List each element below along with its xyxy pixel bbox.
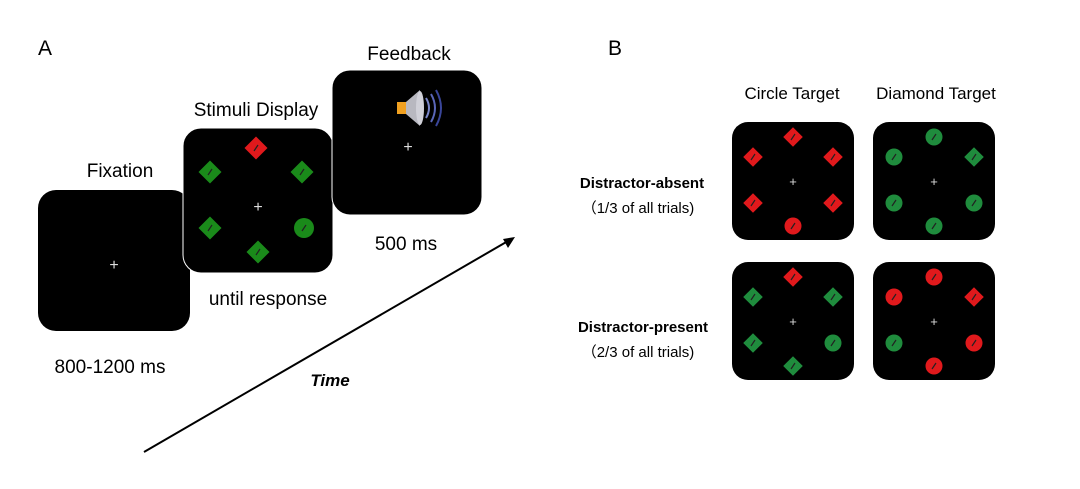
stimuli-duration: until response — [209, 289, 327, 310]
line-segment — [971, 199, 977, 207]
red-circle-stimulus — [965, 334, 983, 352]
row-label-distractor-present: Distractor-present — [578, 319, 708, 336]
line-segment — [301, 224, 307, 232]
green-diamond-stimulus — [783, 356, 803, 376]
red-circle-stimulus — [784, 217, 802, 235]
green-diamond-stimulus — [964, 147, 984, 167]
red-diamond-stimulus — [783, 267, 803, 287]
green-circle-stimulus — [925, 128, 943, 146]
panel-a-letter: A — [38, 37, 52, 60]
red-circle-stimulus — [925, 357, 943, 375]
line-segment — [750, 153, 756, 161]
fixation-cross: + — [930, 314, 938, 329]
time-label: Time — [310, 371, 349, 390]
line-segment — [790, 273, 796, 281]
line-segment — [931, 133, 937, 141]
line-segment — [750, 199, 756, 207]
line-segment — [830, 293, 836, 301]
line-segment — [207, 168, 213, 176]
fixation-cross: + — [789, 314, 797, 329]
feedback-title: Feedback — [367, 44, 451, 65]
red-diamond-stimulus — [743, 193, 763, 213]
line-segment — [971, 293, 977, 301]
red-circle-stimulus — [885, 288, 903, 306]
panel-b-letter: B — [608, 37, 622, 60]
green-diamond-stimulus — [743, 333, 763, 353]
line-segment — [207, 224, 213, 232]
row-label-distractor-absent: Distractor-absent — [580, 175, 704, 192]
green-diamond-stimulus — [290, 160, 314, 184]
panel-b-displays: + + + + — [732, 122, 995, 380]
row-sublabel-distractor-present: （2/3 of all trials) — [582, 344, 695, 361]
red-diamond-stimulus — [964, 287, 984, 307]
line-segment — [830, 339, 836, 347]
display-distractor-present-diamond-target: + — [873, 262, 995, 380]
line-segment — [750, 293, 756, 301]
green-circle-stimulus — [885, 194, 903, 212]
line-segment — [931, 362, 937, 370]
line-segment — [971, 153, 977, 161]
line-segment — [891, 293, 897, 301]
line-segment — [255, 248, 261, 256]
green-circle-stimulus — [885, 334, 903, 352]
line-segment — [931, 222, 937, 230]
display-distractor-absent-diamond-target: + — [873, 122, 995, 240]
fixation-screen — [38, 190, 190, 331]
fixation-cross: + — [789, 174, 797, 189]
red-diamond-stimulus — [743, 147, 763, 167]
column-header-circle-target: Circle Target — [744, 84, 839, 103]
line-segment — [790, 133, 796, 141]
red-diamond-stimulus — [244, 136, 268, 160]
green-diamond-stimulus — [198, 216, 222, 240]
green-diamond-stimulus — [198, 160, 222, 184]
line-segment — [750, 339, 756, 347]
line-segment — [790, 362, 796, 370]
line-segment — [299, 168, 305, 176]
green-circle-stimulus — [294, 218, 314, 238]
fixation-cross: + — [109, 257, 118, 274]
fixation-duration: 800-1200 ms — [55, 357, 166, 378]
green-circle-stimulus — [885, 148, 903, 166]
line-segment — [891, 153, 897, 161]
feedback-screen — [331, 69, 483, 216]
line-segment — [830, 153, 836, 161]
time-arrow — [143, 237, 515, 453]
green-circle-stimulus — [925, 217, 943, 235]
fixation-cross: + — [930, 174, 938, 189]
green-diamond-stimulus — [743, 287, 763, 307]
line-segment — [830, 199, 836, 207]
red-diamond-stimulus — [823, 147, 843, 167]
line-segment — [891, 199, 897, 207]
line-segment — [790, 222, 796, 230]
row-sublabel-distractor-absent: （1/3 of all trials) — [582, 200, 695, 217]
display-distractor-absent-circle-target: + — [732, 122, 854, 240]
green-circle-stimulus — [824, 334, 842, 352]
red-diamond-stimulus — [823, 193, 843, 213]
fixation-title: Fixation — [87, 161, 154, 182]
stimuli-title: Stimuli Display — [194, 100, 319, 121]
red-diamond-stimulus — [783, 127, 803, 147]
line-segment — [971, 339, 977, 347]
display-screen — [732, 122, 854, 240]
display-screen — [873, 122, 995, 240]
display-screen — [732, 262, 854, 380]
line-segment — [931, 273, 937, 281]
display-screen — [873, 262, 995, 380]
green-diamond-stimulus — [246, 240, 270, 264]
feedback-duration: 500 ms — [375, 234, 437, 255]
speaker-icon — [397, 89, 442, 127]
stimuli-items — [198, 136, 314, 264]
feedback-fixation-cross: + — [403, 139, 412, 156]
column-header-diamond-target: Diamond Target — [876, 84, 996, 103]
green-diamond-stimulus — [823, 287, 843, 307]
line-segment — [253, 144, 259, 152]
red-circle-stimulus — [925, 268, 943, 286]
green-circle-stimulus — [965, 194, 983, 212]
stimuli-fixation-cross: + — [253, 199, 262, 216]
display-distractor-present-circle-target: + — [732, 262, 854, 380]
line-segment — [891, 339, 897, 347]
